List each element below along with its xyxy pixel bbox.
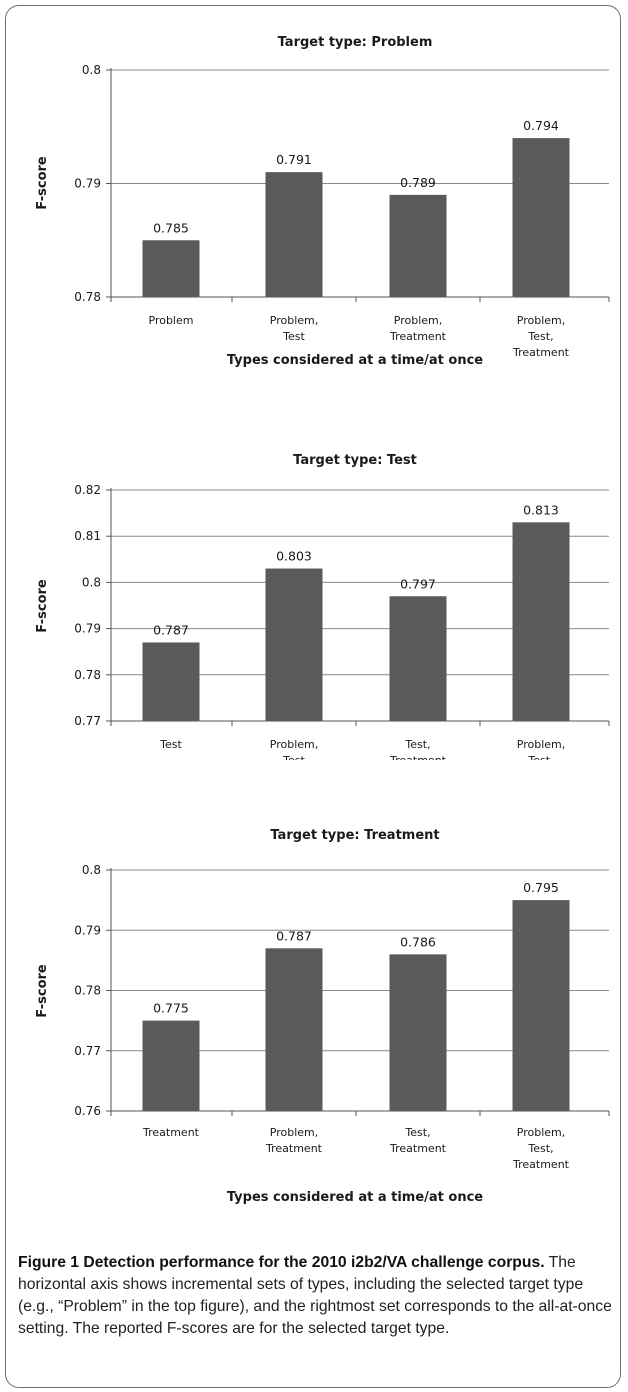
bar-value-label: 0.785 [153,220,189,235]
y-tick-label: 0.8 [82,63,101,77]
y-tick-label: 0.79 [74,177,101,191]
bar [265,568,323,721]
bar [142,1020,200,1111]
x-category-label: Problem, [517,314,565,327]
x-category-label: Treatment [142,1126,200,1139]
x-category-label: Problem, [517,738,565,751]
bar [142,240,200,297]
bar [389,596,447,721]
y-tick-label: 0.79 [74,923,101,937]
x-category-label: Problem, [394,314,442,327]
x-category-label: Problem, [270,314,318,327]
bar-value-label: 0.775 [153,1001,189,1016]
caption-lead: Figure 1 Detection performance for the 2… [18,1254,545,1271]
x-category-label: Test, [404,738,430,751]
x-category-label: Problem, [270,1126,318,1139]
chart-target-test: Target type: Test 0.77 0.78 0.79 0.8 0.81 0.82… [35,453,610,760]
y-tick-label: 0.78 [74,984,101,998]
x-category-label: Problem, [517,1126,565,1139]
y-tick-label: 0.78 [74,290,101,304]
bar-value-label: 0.791 [276,152,312,167]
bar [265,172,323,297]
x-category-label: Treatment [389,1142,447,1155]
chart-target-problem: Target type: Problem 0.78 0.79 0.8 0.785 Prob… [35,35,610,368]
bar-value-label: 0.794 [523,118,559,133]
bar-value-label: 0.803 [276,549,312,564]
bar-value-label: 0.786 [400,934,436,949]
x-category-label: Test [159,738,182,751]
bar-value-label: 0.795 [523,880,559,895]
y-axis-title: F-score [35,964,50,1018]
x-category-label: Problem, [270,738,318,751]
bar-value-label: 0.789 [400,175,436,190]
y-tick-label: 0.79 [74,622,101,636]
caption-body: The horizontal axis shows incremental se… [18,1254,612,1337]
bar-value-label: 0.787 [153,622,189,637]
x-category-label: Test, [527,330,553,343]
y-tick-label: 0.78 [74,668,101,682]
bar [512,138,570,297]
y-axis-title: F-score [35,579,50,633]
x-category-label: Treatment [512,1158,570,1171]
chart-title: Target type: Problem [278,35,433,50]
y-tick-label: 0.8 [82,863,101,877]
y-tick-label: 0.82 [74,483,101,497]
chart-title: Target type: Test [293,453,417,468]
x-category-label: Treatment [512,346,570,359]
x-category-label: Treatment [389,330,447,343]
y-tick-label: 0.77 [74,1044,101,1058]
bar [265,948,323,1111]
x-category-label: Test [282,330,305,343]
y-tick-label: 0.77 [74,714,101,728]
bar [389,194,447,297]
x-category-label: Test, [527,754,553,760]
x-category-label: Test [282,754,305,760]
chart-target-treatment: Target type: Treatment 0.76 0.77 0.78 0.79 0.… [35,828,610,1205]
bar [512,900,570,1111]
x-axis-title: Types considered at a time/at once [227,1190,483,1205]
x-category-label: Treatment [265,1142,323,1155]
y-tick-label: 0.8 [82,575,101,589]
bar-value-label: 0.797 [400,576,436,591]
x-category-label: Test, [527,1142,553,1155]
y-axis-title: F-score [35,156,50,210]
y-tick-label: 0.76 [74,1104,101,1118]
bar-value-label: 0.787 [276,928,312,943]
bar [389,954,447,1111]
x-category-label: Problem [149,314,194,327]
bar [142,642,200,721]
x-category-label: Treatment [389,754,447,760]
x-category-label: Test, [404,1126,430,1139]
bar-value-label: 0.813 [523,502,559,517]
x-axis-title: Types considered at a time/at once [227,353,483,368]
y-tick-label: 0.81 [74,529,101,543]
bar [512,522,570,721]
figure-caption: Figure 1 Detection performance for the 2… [18,1252,614,1340]
chart-title: Target type: Treatment [270,828,439,843]
